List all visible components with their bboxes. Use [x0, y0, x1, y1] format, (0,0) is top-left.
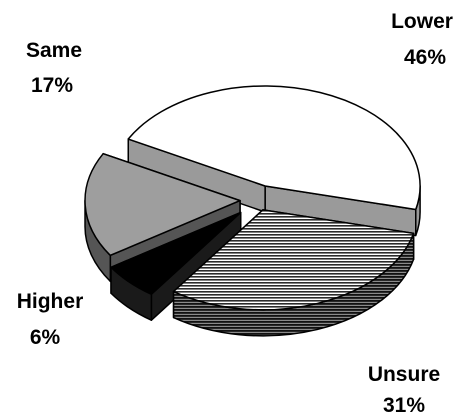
label-same-value: 17% [31, 74, 73, 97]
label-unsure-value: 31% [383, 394, 425, 417]
label-same: Same 17% [26, 39, 82, 97]
pie-slices [84, 85, 421, 337]
slice-unsure-top [172, 209, 415, 311]
label-higher-name: Higher [17, 290, 84, 313]
label-unsure-name: Unsure [368, 363, 440, 386]
label-lower-name: Lower [391, 10, 453, 33]
slice-higher-top [110, 211, 242, 295]
label-higher-value: 6% [30, 326, 61, 349]
slice-unsure [172, 209, 415, 337]
label-lower-value: 46% [404, 46, 446, 69]
slice-lower-top [127, 85, 421, 211]
label-unsure: Unsure 31% [368, 363, 440, 417]
label-higher: Higher 6% [17, 290, 84, 349]
slice-same-top [84, 152, 241, 257]
label-same-name: Same [26, 39, 82, 62]
label-lower: Lower 46% [391, 10, 453, 69]
slice-lower [127, 85, 421, 237]
